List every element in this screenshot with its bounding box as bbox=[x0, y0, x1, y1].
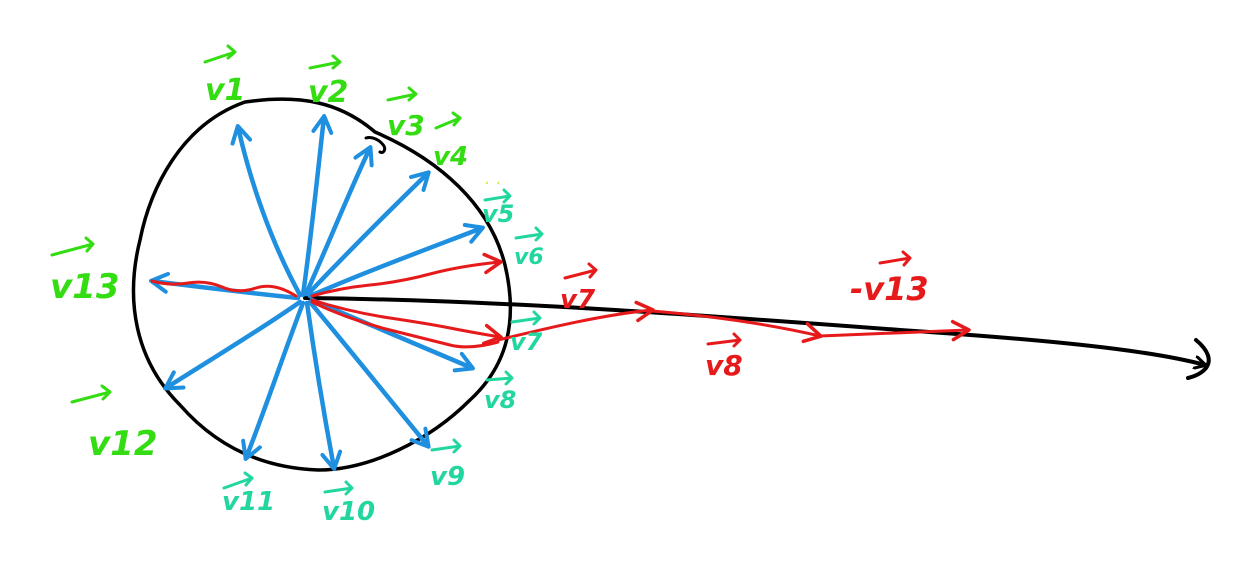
label-v9: v9 bbox=[430, 462, 465, 492]
vector-v4-arrow bbox=[305, 170, 431, 297]
vector-v10-arrow bbox=[304, 300, 343, 471]
red-vector-neg-v13-sum bbox=[818, 319, 971, 342]
curve-kink bbox=[364, 136, 387, 154]
vector-v5-arrow bbox=[307, 222, 485, 299]
red-label-v8: v8 bbox=[705, 349, 743, 382]
label-v3: v3 bbox=[387, 109, 425, 142]
red-vector-v7-sum bbox=[496, 300, 655, 342]
vector-v1-arrow bbox=[230, 124, 303, 298]
red-vectors bbox=[150, 252, 971, 349]
red-vector-v13 bbox=[150, 279, 298, 298]
stray-dots: . . bbox=[484, 168, 501, 189]
red-label-neg-v13: -v13 bbox=[850, 270, 929, 308]
red-vector-v7-outer bbox=[310, 300, 500, 349]
vector-v2-arrow bbox=[300, 114, 334, 298]
vector-v8-arrow bbox=[309, 297, 475, 373]
red-vector-v7-inner bbox=[310, 298, 503, 346]
label-v13: v13 bbox=[50, 267, 119, 307]
label-v11: v11 bbox=[222, 487, 275, 517]
vector-v9-arrow bbox=[307, 299, 431, 449]
label-v10: v10 bbox=[322, 497, 375, 527]
red-labels: v7 v8 -v13 bbox=[560, 270, 929, 382]
label-overbars bbox=[50, 44, 544, 496]
label-v4: v4 bbox=[433, 142, 468, 172]
label-v6: v6 bbox=[514, 245, 544, 270]
label-v5: v5 bbox=[482, 200, 514, 228]
resultant-arrow bbox=[303, 296, 1205, 365]
vector-v12-arrow bbox=[163, 299, 303, 391]
red-label-overbars bbox=[563, 250, 912, 348]
vector-v3-arrow bbox=[303, 145, 374, 297]
vector-labels: v1 v2 v3 v4 v5 v6 v7 v8 v9 v10 v11 v12 v… bbox=[50, 73, 544, 527]
label-v12: v12 bbox=[88, 424, 157, 464]
label-v2: v2 bbox=[308, 75, 348, 110]
resultant-arrowhead bbox=[1186, 338, 1211, 380]
enclosing-curve bbox=[131, 97, 513, 472]
red-vector-v8-sum bbox=[650, 309, 823, 344]
label-v1: v1 bbox=[205, 73, 245, 108]
vector-v11-arrow bbox=[241, 300, 306, 461]
label-v7: v7 bbox=[510, 328, 543, 356]
red-label-v7: v7 bbox=[560, 285, 596, 315]
red-vector-v6 bbox=[310, 252, 503, 298]
label-v8: v8 bbox=[484, 386, 516, 414]
